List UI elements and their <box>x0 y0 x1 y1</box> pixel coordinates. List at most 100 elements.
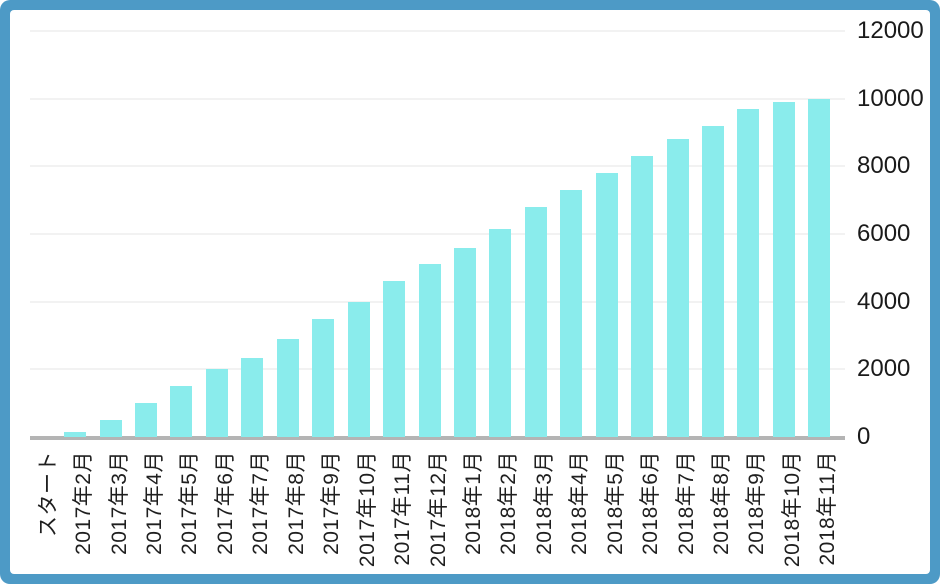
x-axis-line <box>30 436 845 440</box>
x-axis-label: 2017年5月 <box>173 451 208 574</box>
bar <box>418 264 441 437</box>
y-axis-label: 12000 <box>857 17 924 44</box>
bar <box>135 403 158 437</box>
bar-slot <box>660 31 695 437</box>
gridline <box>30 30 845 32</box>
bar-slot <box>22 31 57 437</box>
x-axis-labels: スタート 2017年2月 2017年3月 2017年4月 2017年5月 2017年6月 2… <box>31 451 846 574</box>
x-axis-label-text: 2017年3月 <box>107 451 131 555</box>
x-axis-label-text: 2017年4月 <box>143 451 167 555</box>
gridline <box>30 97 845 100</box>
bars-group <box>22 31 837 437</box>
bar <box>241 357 264 437</box>
bar-slot <box>270 31 305 437</box>
x-axis-label: 2018年5月 <box>598 451 633 574</box>
x-axis-label-text: 2017年12月 <box>426 451 450 568</box>
y-axis-label: 4000 <box>857 287 911 315</box>
x-axis-label-text: 2018年10月 <box>780 451 804 568</box>
x-axis-label: 2018年6月 <box>633 451 668 574</box>
bar <box>524 206 547 437</box>
x-axis-label: 2017年10月 <box>350 451 385 574</box>
bar <box>666 139 689 437</box>
x-axis-label-text: 2017年11月 <box>391 451 415 566</box>
bar-slot <box>93 31 128 437</box>
x-axis-label-text: 2018年11月 <box>816 451 840 566</box>
bar <box>347 301 370 437</box>
x-axis-label: 2017年3月 <box>102 451 137 574</box>
x-axis-label-text: 2018年1月 <box>461 451 485 555</box>
bar <box>631 156 654 437</box>
chart-panel: スタート 2017年2月 2017年3月 2017年4月 2017年5月 2017年6月 2… <box>10 10 930 574</box>
x-axis-label-text: 2018年6月 <box>639 451 663 555</box>
x-axis-label-text: スタート <box>36 451 60 537</box>
bar-slot <box>57 31 92 437</box>
x-axis-label-text: 2017年5月 <box>178 451 202 555</box>
bar-slot <box>199 31 234 437</box>
bar-slot <box>802 31 837 437</box>
y-axis-label: 2000 <box>857 355 911 383</box>
x-axis-label: 2017年2月 <box>66 451 101 574</box>
x-axis-label: 2018年2月 <box>492 451 527 574</box>
bar <box>453 247 476 437</box>
gridline <box>30 165 845 168</box>
x-axis-label-text: 2017年2月 <box>72 451 96 555</box>
bar-slot <box>306 31 341 437</box>
x-axis-label: 2018年4月 <box>563 451 598 574</box>
bar-slot <box>766 31 801 437</box>
y-axis-label: 10000 <box>857 84 924 112</box>
bar-slot <box>589 31 624 437</box>
x-axis-label-text: 2018年3月 <box>532 451 556 555</box>
bar <box>808 98 831 437</box>
bar <box>170 386 193 437</box>
x-axis-label-text: 2017年8月 <box>284 451 308 555</box>
bar <box>737 108 760 437</box>
bar <box>99 420 122 437</box>
x-axis-label: 2018年7月 <box>669 451 704 574</box>
plot-area <box>30 30 845 440</box>
bar <box>64 431 87 437</box>
x-axis-label-text: 2018年9月 <box>745 451 769 555</box>
bar <box>205 369 228 437</box>
x-axis-label: 2017年8月 <box>279 451 314 574</box>
bar <box>702 125 725 437</box>
x-axis-label: 2018年9月 <box>740 451 775 574</box>
x-axis-label-text: 2017年7月 <box>249 451 273 555</box>
bar-slot <box>447 31 482 437</box>
x-axis-label: 2018年8月 <box>704 451 739 574</box>
gridline <box>30 233 845 235</box>
y-axis-label: 0 <box>857 423 871 450</box>
x-axis-label: 2018年11月 <box>811 451 846 574</box>
x-axis-label-text: 2018年5月 <box>603 451 627 555</box>
x-axis-label: スタート <box>31 451 66 574</box>
bar-slot <box>164 31 199 437</box>
bar <box>276 338 299 437</box>
bar <box>560 190 583 437</box>
x-axis-label: 2017年7月 <box>244 451 279 574</box>
bar <box>772 102 795 437</box>
bar <box>489 228 512 437</box>
x-axis-label-text: 2017年9月 <box>320 451 344 555</box>
x-axis-label: 2017年11月 <box>385 451 420 574</box>
x-axis-label: 2017年9月 <box>315 451 350 574</box>
bar-slot <box>483 31 518 437</box>
y-axis-label: 8000 <box>857 152 911 180</box>
x-axis-label-text: 2018年7月 <box>674 451 698 555</box>
x-axis-label: 2017年4月 <box>137 451 172 574</box>
x-axis-label: 2018年1月 <box>456 451 491 574</box>
bar-slot <box>695 31 730 437</box>
bar-slot <box>554 31 589 437</box>
x-axis-label-text: 2017年10月 <box>355 451 379 568</box>
bar-slot <box>341 31 376 437</box>
y-axis-label: 6000 <box>857 220 911 247</box>
bar-slot <box>128 31 163 437</box>
bar-slot <box>412 31 447 437</box>
x-axis-label: 2017年12月 <box>421 451 456 574</box>
x-axis-label-text: 2017年6月 <box>213 451 237 555</box>
x-axis-label: 2018年10月 <box>775 451 810 574</box>
bar <box>312 318 335 437</box>
x-axis-label-text: 2018年8月 <box>710 451 734 555</box>
x-axis-label: 2017年6月 <box>208 451 243 574</box>
bar-slot <box>518 31 553 437</box>
bar-slot <box>376 31 411 437</box>
